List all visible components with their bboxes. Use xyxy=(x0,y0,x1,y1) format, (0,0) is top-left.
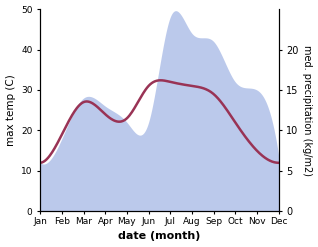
X-axis label: date (month): date (month) xyxy=(118,231,201,242)
Y-axis label: med. precipitation (kg/m2): med. precipitation (kg/m2) xyxy=(302,45,313,176)
Y-axis label: max temp (C): max temp (C) xyxy=(5,74,16,146)
